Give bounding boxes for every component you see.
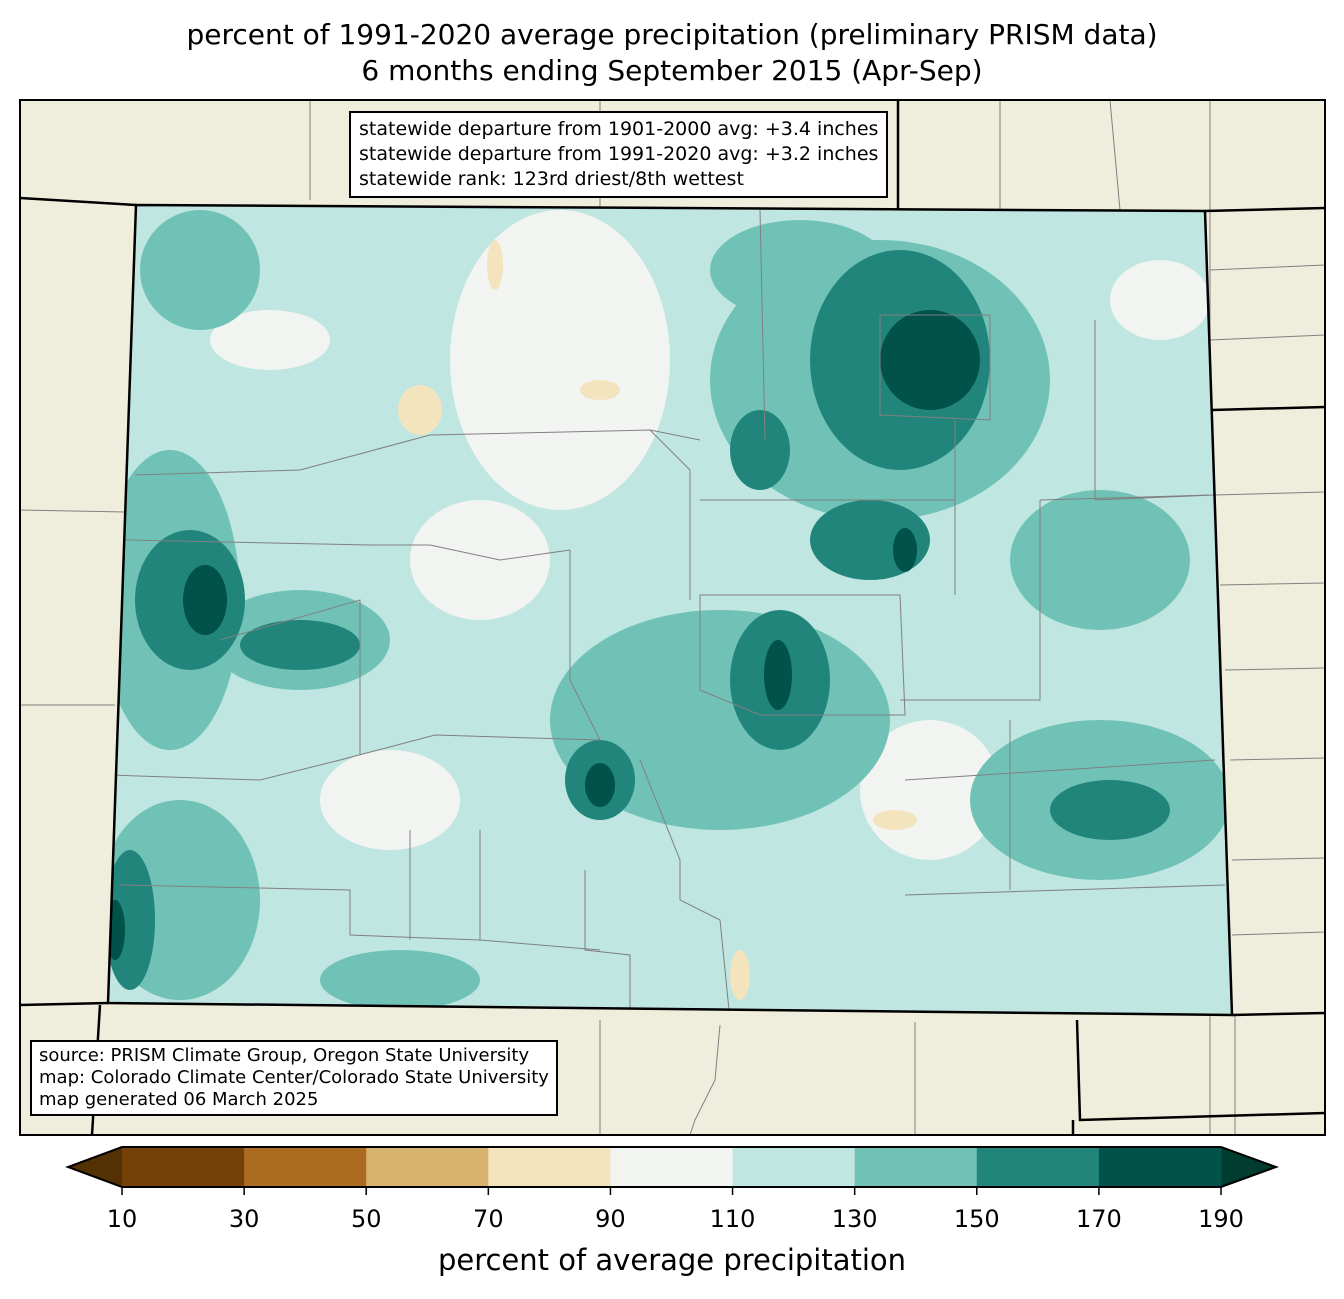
colorbar-tick-label: 130 <box>831 1205 878 1233</box>
colorbar-tick-label: 10 <box>106 1205 138 1233</box>
colorbar-label: percent of average precipitation <box>437 1243 907 1277</box>
stats-departure-1901-2000: statewide departure from 1901-2000 avg: … <box>359 118 879 140</box>
colorbar-segment <box>854 1147 978 1187</box>
generated-date-line: map generated 06 March 2025 <box>39 1089 319 1110</box>
colorado-border <box>106 203 1234 1017</box>
title-line-1: percent of 1991-2020 average precipitati… <box>186 18 1158 51</box>
colorbar-extend-under <box>68 1147 122 1187</box>
precipitation-field <box>108 205 1232 1015</box>
colorbar-segment <box>122 1147 245 1187</box>
colorbar-segment <box>488 1147 611 1187</box>
colorbar-extend-over <box>1221 1147 1276 1187</box>
colorbar-tick-label: 70 <box>473 1205 504 1233</box>
colorbar-tick-label: 110 <box>709 1205 756 1233</box>
stats-box: statewide departure from 1901-2000 avg: … <box>349 111 889 198</box>
colorbar-segment <box>732 1147 856 1187</box>
colorbar-tick-label: 170 <box>1075 1205 1122 1233</box>
colorbar-tick-label: 90 <box>595 1205 626 1233</box>
stats-rank: statewide rank: 123rd driest/8th wettest <box>359 168 744 190</box>
colorbar-segment <box>1098 1147 1222 1187</box>
colorbar-tick-label: 50 <box>350 1205 382 1233</box>
colorbar <box>65 1146 1279 1195</box>
colorbar-segment <box>976 1147 1100 1187</box>
colorbar-tick-label: 150 <box>953 1205 1000 1233</box>
colorbar-segment <box>610 1147 734 1187</box>
map-frame <box>19 99 1326 1136</box>
colorbar-segment <box>366 1147 489 1187</box>
title-line-2: 6 months ending September 2015 (Apr-Sep) <box>361 54 983 87</box>
colorbar-tick-label: 30 <box>228 1205 260 1233</box>
stats-departure-1991-2020: statewide departure from 1991-2020 avg: … <box>359 143 879 165</box>
county-lines <box>109 209 1226 1015</box>
source-box: source: PRISM Climate Group, Oregon Stat… <box>30 1040 558 1116</box>
colorbar-tick-label: 190 <box>1198 1205 1244 1233</box>
map-credit-line: map: Colorado Climate Center/Colorado St… <box>39 1067 549 1088</box>
colorbar-segment <box>244 1147 367 1187</box>
source-line: source: PRISM Climate Group, Oregon Stat… <box>39 1045 530 1066</box>
